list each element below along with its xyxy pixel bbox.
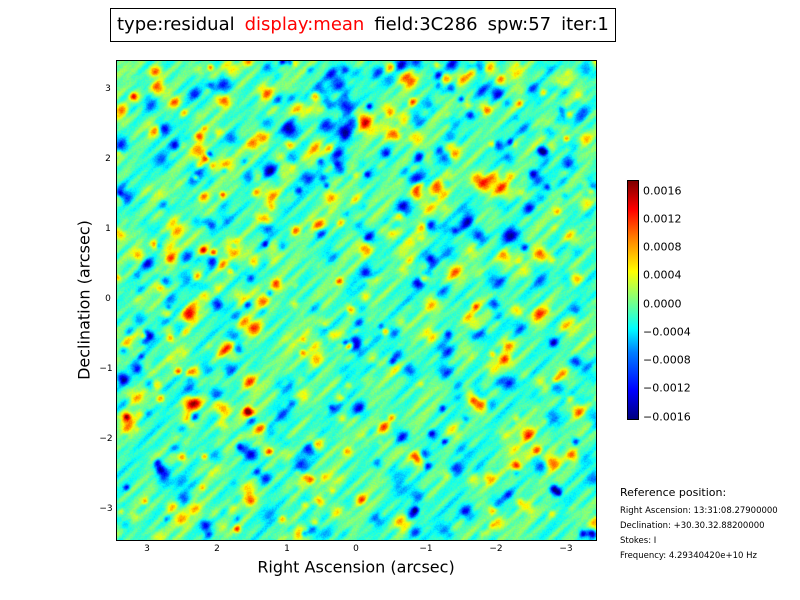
- y-axis-label: Declination (arcsec): [74, 220, 94, 380]
- x-tick-3: 3: [144, 544, 150, 554]
- x-tick-1: 1: [284, 544, 290, 554]
- colorbar-tick: −0.0016: [643, 410, 691, 424]
- header-display: display:mean: [244, 14, 365, 35]
- y-tick-neg1: −1: [99, 364, 113, 374]
- y-tick-neg3: −3: [99, 504, 113, 514]
- residual-image-frame[interactable]: [116, 60, 597, 541]
- x-tick-neg1: −1: [419, 544, 433, 554]
- x-tick-neg3: −3: [559, 544, 573, 554]
- reference-frequency: Frequency: 4.29340420e+10 Hz: [620, 551, 757, 561]
- reference-ra: Right Ascension: 13:31:08.27900000: [620, 506, 778, 516]
- colorbar-tick: 0.0016: [643, 184, 682, 198]
- colorbar-tick: −0.0008: [643, 353, 691, 367]
- y-tick-2: 2: [105, 154, 111, 164]
- colorbar-tick: 0.0004: [643, 268, 682, 282]
- colorbar-tick: 0.0012: [643, 212, 682, 226]
- residual-image[interactable]: [117, 61, 596, 540]
- header-iter: iter:1: [561, 14, 609, 35]
- reference-dec: Declination: +30.30.32.88200000: [620, 521, 765, 531]
- colorbar-tick: 0.0000: [643, 297, 682, 311]
- header-field: field:3C286: [374, 14, 478, 35]
- reference-stokes: Stokes: I: [620, 536, 657, 546]
- y-tick-0: 0: [105, 294, 111, 304]
- header-spw: spw:57: [487, 14, 552, 35]
- x-tick-0: 0: [353, 544, 359, 554]
- x-tick-2: 2: [214, 544, 220, 554]
- colorbar-tick: −0.0012: [643, 381, 691, 395]
- reference-panel: Reference position: Right Ascension: 13:…: [620, 486, 778, 566]
- reference-title: Reference position:: [620, 486, 727, 499]
- colorbar-tick: 0.0008: [643, 240, 682, 254]
- colorbar-tick: −0.0004: [643, 325, 691, 339]
- y-tick-1: 1: [105, 224, 111, 234]
- y-tick-neg2: −2: [99, 434, 113, 444]
- plot-header: type:residual display:mean field:3C286 s…: [110, 8, 616, 42]
- x-axis-label: Right Ascension (arcsec): [257, 557, 455, 577]
- x-tick-neg2: −2: [489, 544, 503, 554]
- colorbar: [627, 180, 639, 420]
- y-tick-3: 3: [105, 84, 111, 94]
- header-type: type:residual: [117, 14, 235, 35]
